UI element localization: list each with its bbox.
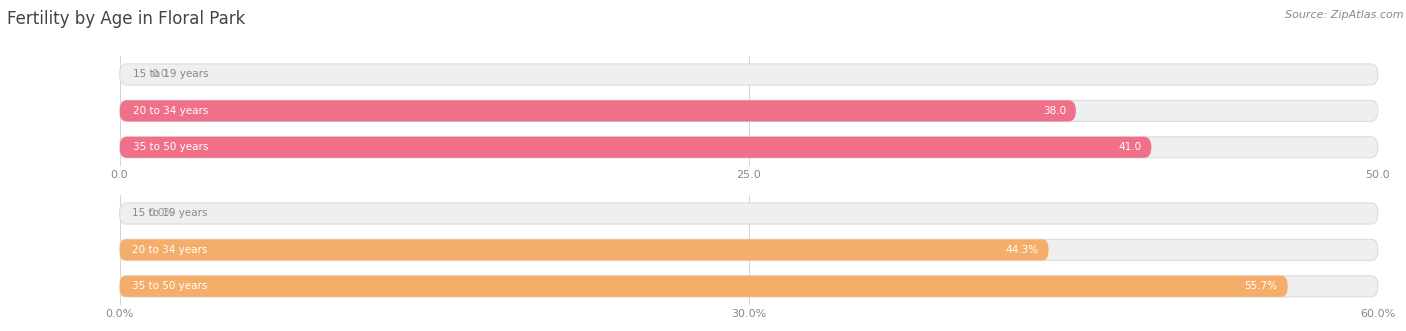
- Text: 0.0: 0.0: [150, 70, 167, 79]
- FancyBboxPatch shape: [120, 276, 1378, 297]
- FancyBboxPatch shape: [120, 239, 1378, 260]
- Text: Source: ZipAtlas.com: Source: ZipAtlas.com: [1285, 10, 1403, 20]
- Text: 41.0: 41.0: [1118, 142, 1142, 152]
- FancyBboxPatch shape: [120, 64, 1378, 85]
- FancyBboxPatch shape: [120, 137, 1378, 158]
- Text: 20 to 34 years: 20 to 34 years: [134, 106, 208, 116]
- Text: 38.0: 38.0: [1043, 106, 1066, 116]
- Text: Fertility by Age in Floral Park: Fertility by Age in Floral Park: [7, 10, 246, 28]
- FancyBboxPatch shape: [120, 137, 1152, 158]
- FancyBboxPatch shape: [120, 276, 1288, 297]
- Text: 0.0%: 0.0%: [149, 209, 176, 218]
- FancyBboxPatch shape: [120, 239, 1049, 260]
- FancyBboxPatch shape: [120, 100, 1076, 121]
- Text: 55.7%: 55.7%: [1244, 281, 1278, 291]
- Text: 15 to 19 years: 15 to 19 years: [134, 70, 209, 79]
- FancyBboxPatch shape: [120, 203, 1378, 224]
- FancyBboxPatch shape: [120, 100, 1378, 121]
- Text: 35 to 50 years: 35 to 50 years: [134, 142, 208, 152]
- Text: 20 to 34 years: 20 to 34 years: [132, 245, 208, 255]
- Text: 44.3%: 44.3%: [1005, 245, 1039, 255]
- Text: 15 to 19 years: 15 to 19 years: [132, 209, 208, 218]
- Text: 35 to 50 years: 35 to 50 years: [132, 281, 208, 291]
